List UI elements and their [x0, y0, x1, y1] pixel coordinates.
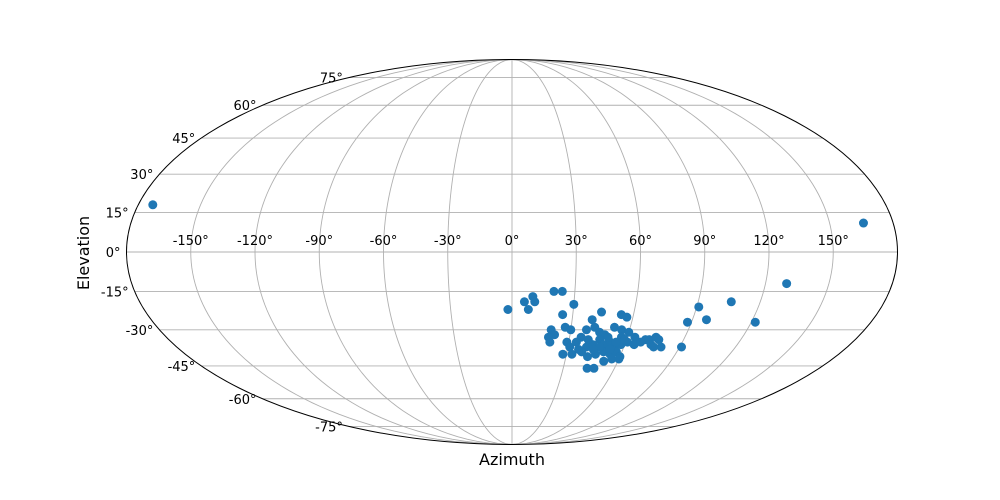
data-point	[587, 315, 597, 325]
y-tick-label: 15°	[106, 207, 129, 222]
x-tick-label: -150°	[173, 234, 209, 249]
data-point	[565, 342, 575, 352]
y-axis-label: Elevation	[74, 216, 93, 290]
data-point	[557, 286, 567, 296]
x-tick-label: 60°	[629, 234, 652, 249]
data-point	[750, 317, 760, 327]
data-point	[603, 332, 613, 342]
data-point	[597, 307, 607, 317]
x-tick-label: 90°	[693, 234, 716, 249]
data-point	[682, 317, 692, 327]
x-tick-labels: -150° -120° -90° -60° -30° 0° 30° 60° 90° 120° 150…	[173, 234, 849, 249]
x-tick-label: 150°	[818, 234, 849, 249]
data-point	[694, 302, 704, 312]
y-tick-label: 0°	[106, 246, 121, 261]
data-point	[530, 297, 540, 307]
data-point	[545, 337, 555, 347]
data-point	[582, 363, 592, 373]
data-point	[611, 337, 621, 347]
data-point	[589, 363, 599, 373]
data-point	[614, 354, 624, 364]
data-point	[619, 335, 629, 345]
y-tick-label: -45°	[168, 360, 196, 375]
x-tick-label: 30°	[565, 234, 588, 249]
data-point	[549, 286, 559, 296]
data-point	[567, 349, 577, 359]
data-point	[701, 315, 711, 325]
y-tick-label: 30°	[130, 168, 153, 183]
data-point	[617, 325, 627, 335]
data-point	[607, 354, 617, 364]
data-point	[605, 344, 615, 354]
data-point	[610, 322, 619, 332]
y-tick-label: -60°	[229, 393, 257, 408]
x-tick-label: -120°	[237, 234, 273, 249]
data-point	[503, 305, 513, 314]
y-tick-labels: -75° -60° -45° -30° -15° 0° 15° 30° 45° 60° 75°	[101, 72, 343, 436]
data-point	[656, 342, 666, 352]
data-point	[624, 327, 634, 337]
data-point	[782, 279, 792, 289]
x-tick-label: 120°	[753, 234, 784, 249]
data-point	[858, 218, 868, 228]
data-point	[622, 312, 632, 322]
x-tick-label: 0°	[505, 234, 520, 249]
data-point	[726, 297, 736, 307]
data-point	[599, 356, 609, 366]
data-point	[569, 299, 579, 309]
y-tick-label: 75°	[320, 72, 343, 87]
grid-lines	[126, 59, 898, 445]
data-point	[588, 344, 598, 354]
data-points	[148, 200, 868, 373]
data-point	[148, 200, 158, 210]
data-point	[574, 344, 583, 354]
y-tick-label: 45°	[172, 132, 195, 147]
data-point	[636, 337, 646, 347]
data-point	[654, 335, 664, 345]
y-tick-label: -30°	[126, 324, 154, 339]
data-point	[583, 335, 593, 345]
data-point	[566, 325, 576, 335]
x-tick-label: -60°	[370, 234, 398, 249]
y-tick-label: -75°	[315, 420, 343, 435]
data-point	[523, 305, 533, 314]
data-point	[571, 337, 581, 347]
data-point	[677, 342, 687, 352]
plot-outline	[126, 59, 898, 445]
data-point	[649, 342, 659, 352]
data-point	[558, 349, 568, 359]
x-axis-label: Azimuth	[479, 450, 545, 469]
data-point	[581, 325, 591, 335]
data-point	[583, 352, 593, 362]
x-tick-label: -90°	[305, 234, 333, 249]
y-tick-label: -15°	[101, 285, 129, 300]
data-point	[519, 297, 529, 307]
data-point	[558, 310, 568, 320]
x-tick-label: -30°	[434, 234, 462, 249]
y-tick-label: 60°	[233, 99, 256, 114]
